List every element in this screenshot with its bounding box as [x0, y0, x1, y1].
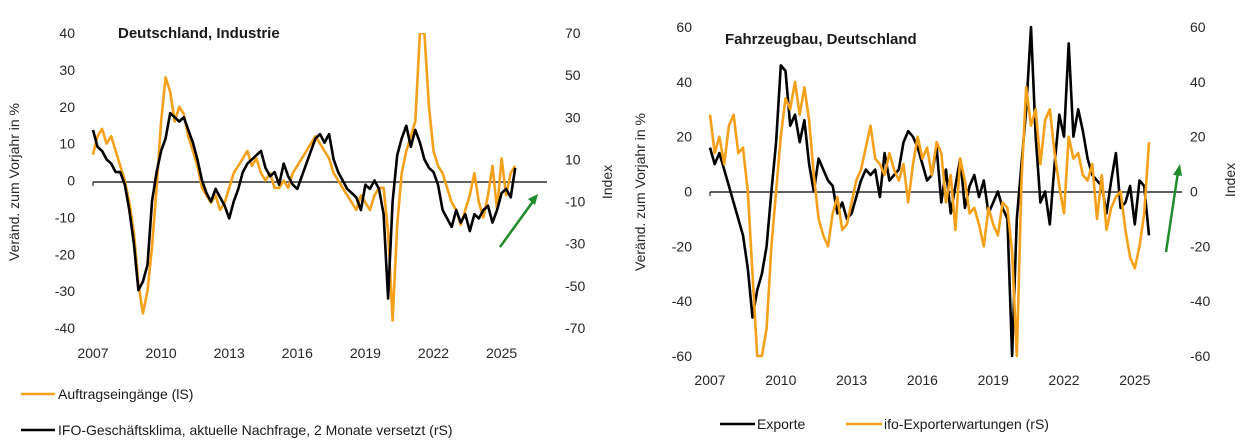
left-y2-tick-label: -70 — [565, 320, 585, 336]
left-chart: Deutschland, Industrie Veränd. zum Vorja… — [6, 25, 615, 438]
right-chart-y-axis-label: Veränd. zum Vorjahr in % — [632, 113, 648, 271]
left-x-tick-label: 2013 — [214, 345, 245, 361]
right-chart-legend: Exporte ifo-Exporterwartungen (rS) — [720, 416, 1049, 432]
left-x-tick-label: 2022 — [418, 345, 449, 361]
left-x-tick-label: 2025 — [486, 345, 517, 361]
right-y-tick-label: 20 — [676, 129, 692, 145]
left-x-tick-label: 2019 — [350, 345, 381, 361]
left-y2-tick-label: -30 — [565, 236, 585, 252]
right-y2-tick-label: 20 — [1190, 129, 1206, 145]
right-y2-tick-label: 0 — [1190, 184, 1198, 200]
left-y-tick-label: 0 — [67, 173, 75, 189]
right-y2-tick-label: -20 — [1190, 238, 1210, 254]
left-y-tick-label: -30 — [55, 283, 75, 299]
left-chart-y-ticks: 40 30 20 10 0 -10 -20 -30 -40 — [55, 25, 75, 336]
right-chart-y2-ticks: 60 40 20 0 -20 -40 -60 — [1190, 19, 1210, 364]
right-y-tick-label: 60 — [676, 19, 692, 35]
left-y2-tick-label: 10 — [565, 151, 581, 167]
right-chart-title: Fahrzeugbau, Deutschland — [725, 31, 917, 48]
left-chart-title: Deutschland, Industrie — [118, 25, 280, 42]
left-chart-y2-ticks: 70 50 30 10 -10 -30 -50 -70 — [565, 25, 585, 336]
right-chart: Fahrzeugbau, Deutschland Veränd. zum Vor… — [632, 19, 1238, 432]
right-y-tick-label: -20 — [672, 238, 692, 254]
left-y-tick-label: -40 — [55, 320, 75, 336]
right-series-line-orange — [708, 80, 1151, 358]
left-y2-tick-label: -10 — [565, 194, 585, 210]
legend-label-ifo-geschaeftsklima: IFO-Geschäftsklima, aktuelle Nachfrage, … — [58, 422, 452, 438]
left-series-line-black — [91, 111, 517, 300]
left-chart-x-ticks: 2007 2010 2013 2016 2019 2022 2025 — [77, 345, 517, 361]
left-chart-series — [91, 33, 517, 322]
left-y-tick-label: 20 — [59, 99, 75, 115]
right-chart-series — [708, 25, 1151, 358]
right-x-tick-label: 2022 — [1048, 372, 1079, 388]
right-x-tick-label: 2025 — [1119, 372, 1150, 388]
left-series-line-orange — [91, 33, 517, 322]
right-x-tick-label: 2013 — [836, 372, 867, 388]
left-chart-y2-axis-label: Index — [599, 165, 615, 199]
right-y-tick-label: -60 — [672, 348, 692, 364]
right-y-tick-label: -40 — [672, 293, 692, 309]
legend-label-auftragseingaenge: Auftragseingänge (lS) — [58, 386, 193, 402]
right-chart-y-ticks: 60 40 20 0 -20 -40 -60 — [672, 19, 692, 364]
right-chart-y2-axis-label: Index — [1222, 163, 1238, 197]
left-y2-tick-label: -50 — [565, 278, 585, 294]
right-x-tick-label: 2010 — [765, 372, 796, 388]
legend-label-exporte: Exporte — [757, 416, 805, 432]
right-x-tick-label: 2019 — [978, 372, 1009, 388]
left-x-tick-label: 2010 — [146, 345, 177, 361]
right-x-tick-label: 2016 — [907, 372, 938, 388]
right-chart-trend-arrow-icon — [1164, 164, 1182, 253]
right-series-line-black — [708, 25, 1151, 358]
right-y2-tick-label: 40 — [1190, 74, 1206, 90]
right-chart-x-ticks: 2007 2010 2013 2016 2019 2022 2025 — [694, 372, 1150, 388]
left-y-tick-label: 40 — [59, 25, 75, 41]
left-x-tick-label: 2016 — [282, 345, 313, 361]
left-y2-tick-label: 30 — [565, 109, 581, 125]
left-y-tick-label: -20 — [55, 246, 75, 262]
left-y-tick-label: 30 — [59, 62, 75, 78]
right-y2-tick-label: -60 — [1190, 348, 1210, 364]
right-x-tick-label: 2007 — [694, 372, 725, 388]
right-y-tick-label: 40 — [676, 74, 692, 90]
right-y2-tick-label: 60 — [1190, 19, 1206, 35]
left-y2-tick-label: 50 — [565, 67, 581, 83]
right-y-tick-label: 0 — [684, 184, 692, 200]
left-chart-trend-arrow-icon — [498, 194, 538, 248]
right-y2-tick-label: -40 — [1190, 293, 1210, 309]
left-chart-y-axis-label: Veränd. zum Vorjahr in % — [6, 103, 22, 261]
legend-label-ifo-exporterwartungen: ifo-Exporterwartungen (rS) — [884, 416, 1049, 432]
left-chart-legend: Auftragseingänge (lS) IFO-Geschäftsklima… — [21, 386, 452, 438]
left-x-tick-label: 2007 — [77, 345, 108, 361]
left-y-tick-label: -10 — [55, 209, 75, 225]
left-y2-tick-label: 70 — [565, 25, 581, 41]
left-y-tick-label: 10 — [59, 136, 75, 152]
